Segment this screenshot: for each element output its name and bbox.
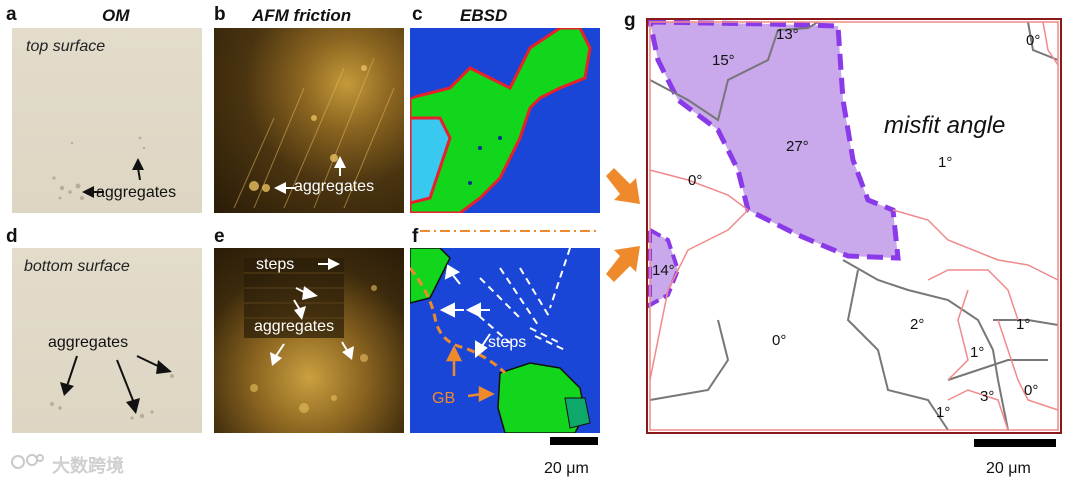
- om-image-bottom: [12, 248, 202, 433]
- angle-label-1-a: 1°: [1016, 316, 1031, 333]
- ebsd-top-grains: [410, 28, 600, 213]
- afm-friction-image-top: [214, 28, 404, 213]
- surface-label-bottom: bottom surface: [24, 258, 130, 275]
- angle-label-3: 3°: [980, 388, 995, 405]
- watermark-text: 大数跨境: [52, 456, 124, 476]
- scale-bar-left: [550, 437, 598, 445]
- angle-label-0-left: 0°: [688, 172, 703, 189]
- angle-label-2: 2°: [910, 316, 925, 333]
- aggregates-label-b: aggregates: [294, 178, 375, 195]
- angle-label-27: 27°: [786, 138, 809, 155]
- angle-label-0-br: 0°: [1024, 382, 1039, 399]
- angle-label-15: 15°: [712, 52, 735, 69]
- panel-letter-c: c: [412, 4, 423, 25]
- panel-letter-e: e: [214, 226, 225, 247]
- panel-title-om: OM: [102, 6, 130, 25]
- dash-dot-separator: [420, 230, 600, 232]
- om-top-aggregates-sketch: [52, 136, 146, 200]
- misfit-angle-map: [646, 18, 1062, 434]
- angle-label-1-b: 1°: [970, 344, 985, 361]
- panel-letter-g: g: [624, 10, 636, 31]
- angle-label-1-right: 1°: [938, 154, 953, 171]
- aggregates-label-a: aggregates: [96, 184, 177, 201]
- misfit-grain-map: [646, 19, 1059, 431]
- om-image-top: [12, 28, 202, 213]
- ebsd-map-bottom: [410, 248, 600, 433]
- panel-letter-b: b: [214, 4, 226, 25]
- panel-title-afm-friction: AFM friction: [252, 6, 352, 25]
- connector-arrows: [606, 168, 640, 282]
- aggregates-label-e: aggregates: [254, 318, 335, 335]
- aggregates-label-d: aggregates: [48, 334, 129, 351]
- panel-letter-d: d: [6, 226, 18, 247]
- panel-letter-f: f: [412, 226, 419, 247]
- angle-label-14: 14°: [652, 262, 675, 279]
- afm-friction-image-bottom: [214, 248, 404, 433]
- steps-label-e: steps: [256, 256, 295, 273]
- panel-title-ebsd: EBSD: [460, 6, 508, 25]
- gb-label-f: GB: [432, 390, 456, 407]
- om-bottom-aggregates-sketch: [50, 355, 174, 420]
- ebsd-map-top: [410, 28, 600, 213]
- scale-label-left: 20 μm: [544, 460, 589, 477]
- steps-label-f: steps: [488, 334, 527, 351]
- angle-label-13: 13°: [776, 26, 799, 43]
- misfit-angle-title: misfit angle: [884, 112, 1006, 139]
- panel-letter-a: a: [6, 4, 17, 25]
- watermark-logo-icon: [8, 450, 46, 474]
- afm-bottom-texture: [244, 258, 377, 413]
- scale-label-right: 20 μm: [986, 460, 1031, 477]
- angle-label-0-corner: 0°: [1026, 32, 1041, 49]
- surface-label-top: top surface: [26, 38, 106, 55]
- ebsd-bottom-grains: [410, 248, 600, 433]
- afm-top-texture: [233, 57, 395, 209]
- angle-label-1-bottom: 1°: [936, 404, 951, 421]
- angle-label-0-bottom: 0°: [772, 332, 787, 349]
- scale-bar-right: [974, 439, 1056, 447]
